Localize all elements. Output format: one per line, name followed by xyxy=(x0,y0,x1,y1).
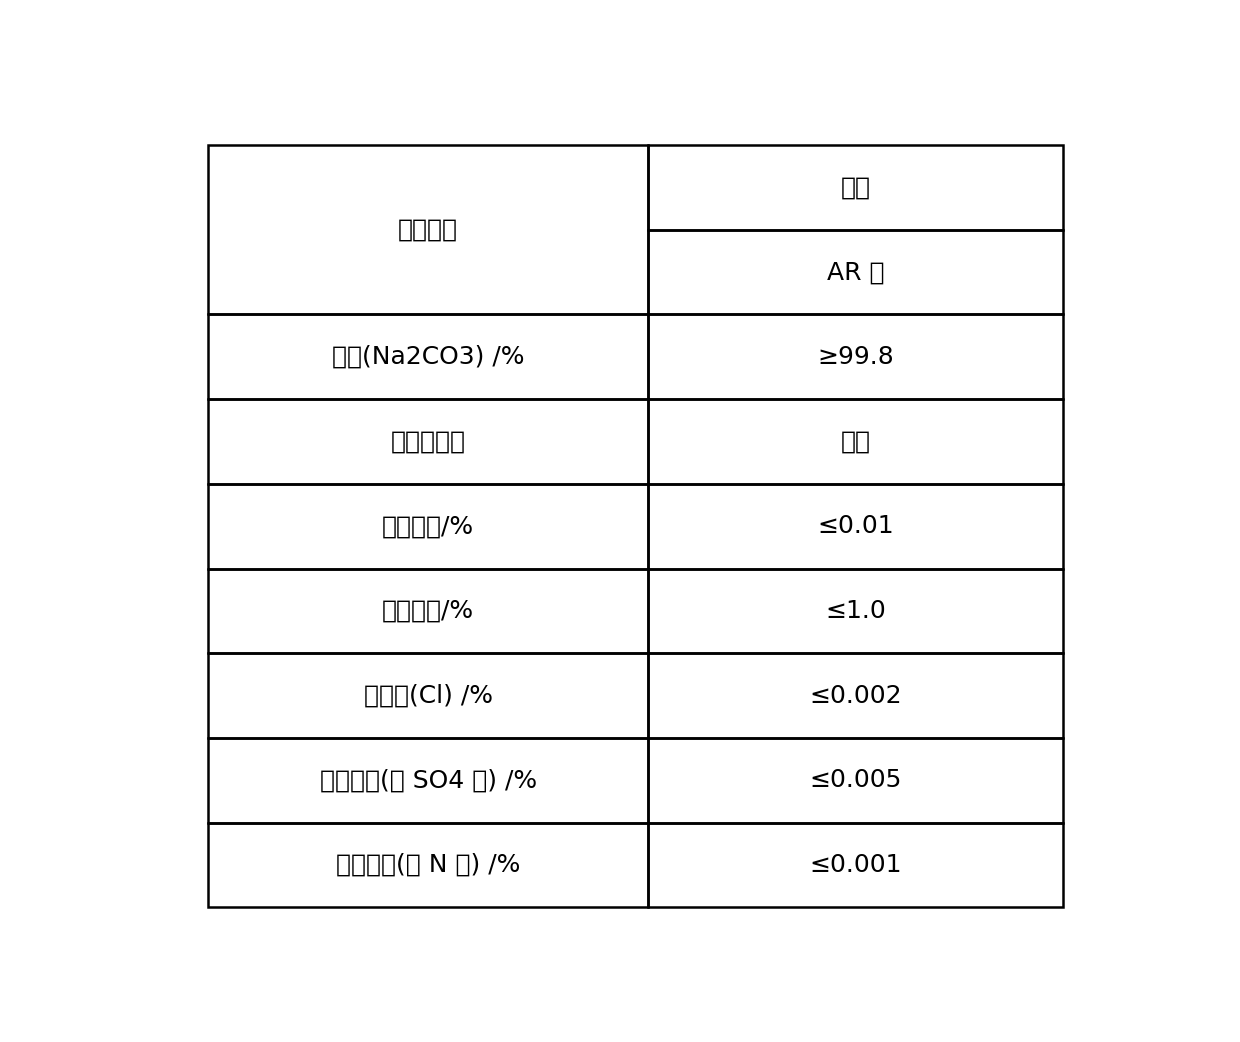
Bar xyxy=(649,230,1063,315)
Bar xyxy=(649,399,1063,483)
Text: 澄清度试验: 澄清度试验 xyxy=(391,429,465,453)
Text: ≤1.0: ≤1.0 xyxy=(826,599,887,623)
Bar xyxy=(649,483,1063,569)
Bar xyxy=(649,822,1063,908)
Text: ≤0.005: ≤0.005 xyxy=(810,768,901,792)
Text: 干燥失重/%: 干燥失重/% xyxy=(382,599,474,623)
Text: AR 级: AR 级 xyxy=(827,260,884,284)
Bar xyxy=(649,315,1063,399)
Text: 指标名称: 指标名称 xyxy=(398,218,458,242)
Text: 硫化合物(以 SO4 计) /%: 硫化合物(以 SO4 计) /% xyxy=(320,768,537,792)
Bar xyxy=(208,483,649,569)
Bar xyxy=(649,145,1063,230)
Bar xyxy=(208,653,649,738)
Text: ≥99.8: ≥99.8 xyxy=(817,345,894,369)
Text: 含量(Na2CO3) /%: 含量(Na2CO3) /% xyxy=(332,345,525,369)
Text: 氯化物(Cl) /%: 氯化物(Cl) /% xyxy=(363,684,492,708)
Bar xyxy=(208,738,649,822)
Bar xyxy=(208,822,649,908)
Bar xyxy=(208,315,649,399)
Bar xyxy=(208,145,649,315)
Bar xyxy=(649,569,1063,653)
Text: 氮化合物(以 N 计) /%: 氮化合物(以 N 计) /% xyxy=(336,853,521,877)
Text: 水不溶物/%: 水不溶物/% xyxy=(382,514,474,539)
Bar xyxy=(208,399,649,483)
Bar xyxy=(649,653,1063,738)
Bar xyxy=(208,569,649,653)
Bar xyxy=(649,738,1063,822)
Text: 规格: 规格 xyxy=(841,175,870,199)
Text: ≤0.001: ≤0.001 xyxy=(810,853,901,877)
Text: 合格: 合格 xyxy=(841,429,870,453)
Text: ≤0.002: ≤0.002 xyxy=(810,684,901,708)
Text: ≤0.01: ≤0.01 xyxy=(817,514,894,539)
